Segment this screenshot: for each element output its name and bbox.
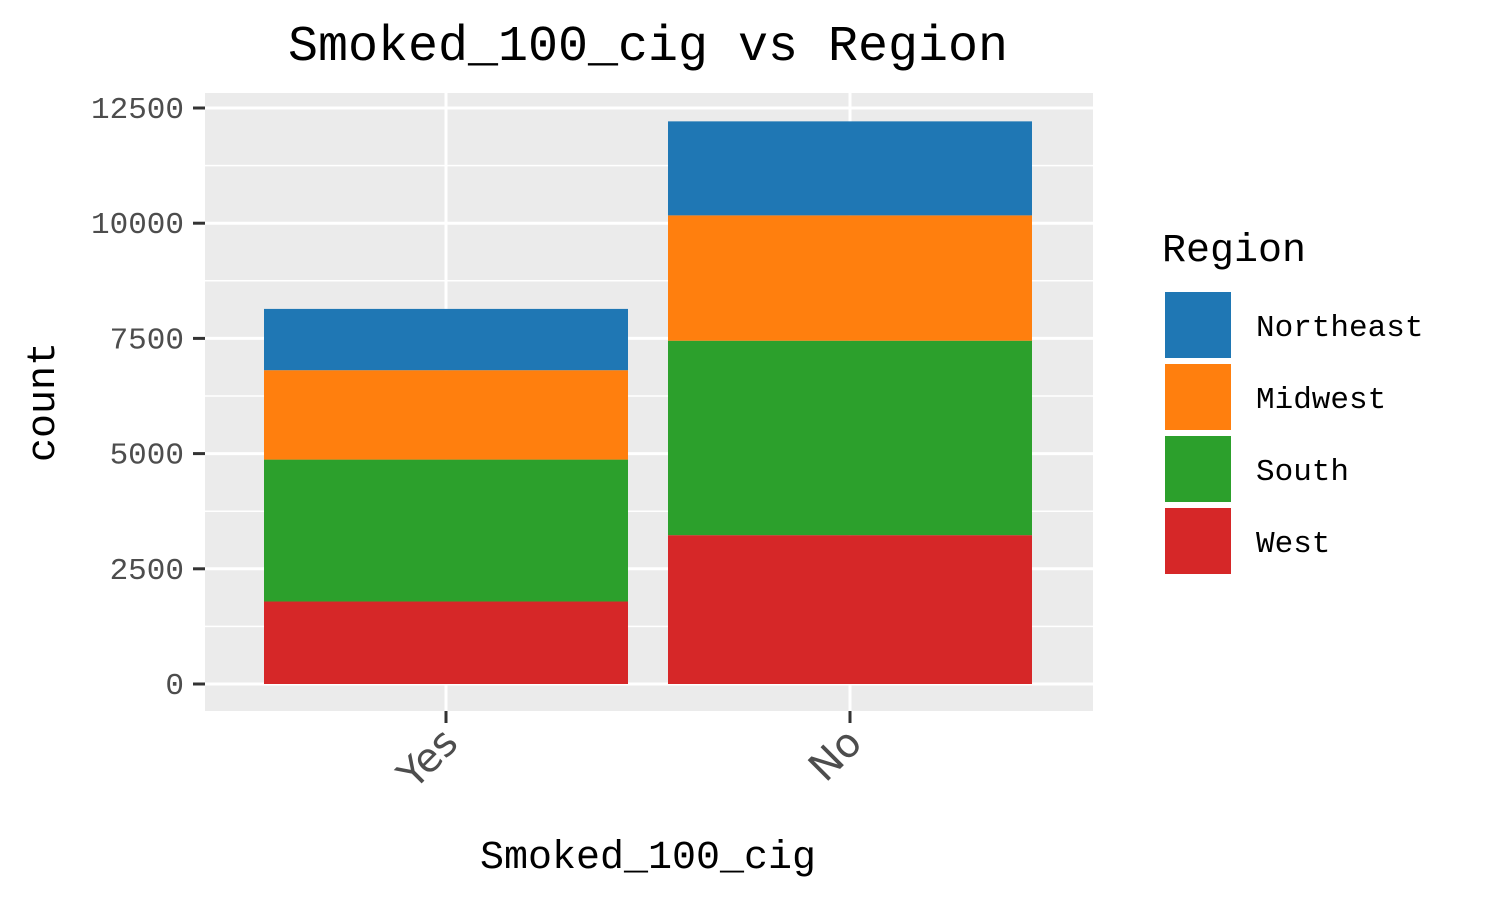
bar-segment-south-yes bbox=[264, 459, 628, 602]
y-axis-title: count bbox=[22, 342, 67, 462]
bar-segment-midwest-no bbox=[668, 215, 1032, 341]
x-tick-label: No bbox=[800, 720, 871, 791]
legend-swatch-south bbox=[1165, 436, 1231, 502]
legend-label-west: West bbox=[1256, 527, 1330, 562]
legend-swatch-northeast bbox=[1165, 292, 1231, 358]
legend-label-northeast: Northeast bbox=[1256, 311, 1423, 346]
bars bbox=[264, 121, 1032, 684]
bar-segment-south-no bbox=[668, 340, 1032, 536]
bar-segment-midwest-yes bbox=[264, 370, 628, 460]
y-tick-label: 5000 bbox=[110, 439, 184, 474]
x-axis-title: Smoked_100_cig bbox=[480, 836, 816, 881]
y-tick-label: 12500 bbox=[91, 93, 184, 128]
legend-label-south: South bbox=[1256, 455, 1349, 490]
x-axis: Yes No bbox=[388, 711, 871, 798]
bar-segment-northeast-no bbox=[668, 121, 1032, 216]
legend: Region Northeast Midwest South West bbox=[1162, 229, 1423, 576]
bar-segment-west-yes bbox=[264, 601, 628, 684]
y-tick-label: 0 bbox=[165, 669, 184, 704]
legend-label-midwest: Midwest bbox=[1256, 383, 1386, 418]
y-tick-label: 7500 bbox=[110, 323, 184, 358]
bar-segment-northeast-yes bbox=[264, 308, 628, 371]
y-tick-label: 10000 bbox=[91, 208, 184, 243]
legend-title: Region bbox=[1162, 229, 1306, 274]
chart-title: Smoked_100_cig vs Region bbox=[288, 19, 1008, 76]
x-tick-label: Yes bbox=[388, 720, 467, 799]
bar-segment-west-no bbox=[668, 535, 1032, 684]
y-axis: 0 2500 5000 7500 10000 12500 bbox=[91, 93, 205, 704]
y-tick-label: 2500 bbox=[110, 554, 184, 589]
legend-swatch-west bbox=[1165, 508, 1231, 574]
legend-swatch-midwest bbox=[1165, 364, 1231, 430]
